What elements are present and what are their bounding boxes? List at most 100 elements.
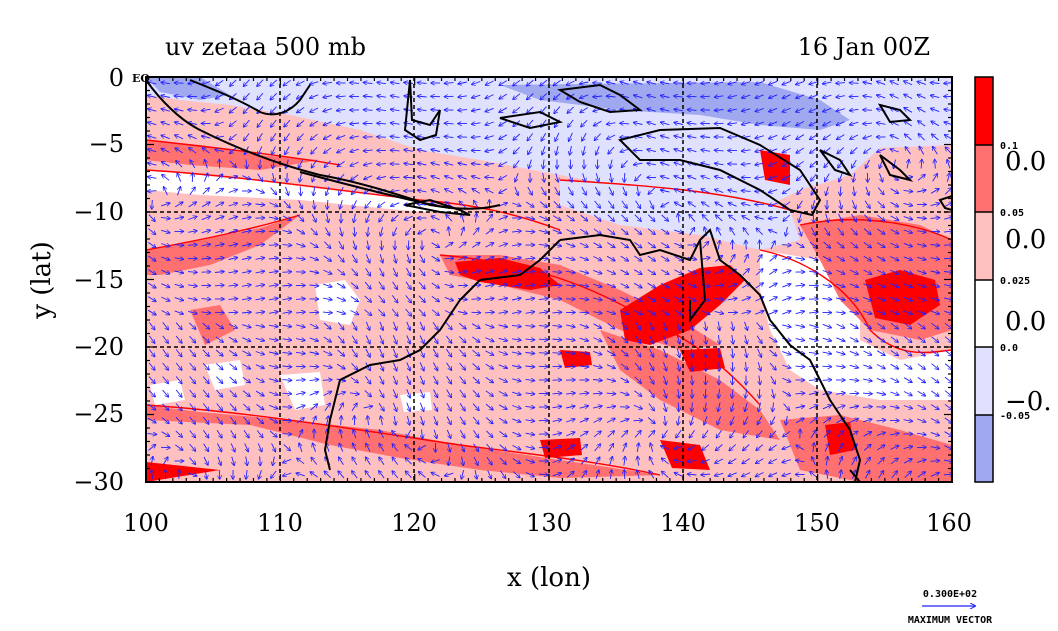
wind-vector — [930, 245, 940, 246]
x-tick-label: 110 — [257, 509, 303, 537]
wind-vector — [393, 227, 398, 235]
wind-vector — [458, 110, 468, 111]
wind-vector — [513, 133, 521, 140]
wind-vector — [810, 147, 818, 153]
wind-vector — [567, 80, 575, 85]
wind-vector — [202, 95, 211, 97]
wind-vector — [296, 244, 305, 247]
wind-vector — [340, 227, 342, 236]
wind-vector — [715, 82, 724, 84]
wind-vector — [837, 227, 844, 235]
wind-vector — [499, 107, 508, 113]
wind-vector — [255, 244, 265, 245]
wind-vector — [310, 82, 319, 85]
wind-vector — [340, 200, 343, 209]
wind-vector — [647, 228, 655, 235]
wind-vector — [877, 187, 884, 195]
wind-vector — [593, 214, 601, 221]
wind-vector — [148, 95, 157, 97]
wind-vector — [782, 258, 791, 260]
wind-vector — [230, 93, 237, 100]
wind-vector — [904, 108, 913, 113]
wind-vector — [313, 199, 314, 209]
wind-vector — [783, 134, 791, 139]
wind-vector — [661, 149, 670, 152]
wind-vector — [809, 107, 818, 112]
wind-vector — [715, 202, 724, 208]
wind-vector — [903, 229, 912, 233]
x-tick-label: 160 — [926, 509, 972, 537]
wind-vector — [175, 109, 184, 111]
wind-vector — [769, 203, 778, 205]
wind-vector — [311, 160, 317, 167]
wind-vector — [323, 121, 332, 126]
wind-vector — [419, 254, 424, 263]
wind-vector — [297, 120, 305, 127]
wind-vector — [284, 133, 291, 140]
wind-vector — [635, 200, 641, 209]
wind-vector — [323, 82, 333, 83]
wind-vector — [162, 175, 170, 181]
wind-vector — [660, 242, 669, 248]
wind-vector — [499, 80, 508, 86]
wind-vector — [202, 80, 211, 84]
wind-vector — [188, 135, 197, 140]
wind-vector — [244, 79, 250, 87]
wind-vector — [270, 92, 278, 99]
wind-vector — [230, 106, 237, 113]
wind-vector — [309, 366, 319, 367]
wind-vector — [215, 150, 224, 152]
wind-vector — [391, 202, 400, 206]
wind-vector — [391, 123, 400, 124]
wind-vector — [701, 176, 710, 180]
wind-vector — [921, 160, 922, 169]
wind-vector — [715, 189, 724, 194]
wind-vector — [244, 119, 250, 127]
wind-vector — [188, 231, 197, 233]
wind-vector — [258, 132, 263, 141]
wind-vector — [635, 173, 642, 181]
wind-vector — [525, 258, 535, 259]
wind-vector — [174, 202, 183, 208]
wind-vector — [796, 107, 805, 112]
wind-vector — [607, 82, 616, 84]
wind-vector — [472, 81, 481, 85]
wind-vector — [472, 137, 481, 138]
colorbar-swatch — [975, 280, 993, 347]
y-tick-label: −5 — [89, 130, 124, 158]
wind-vector — [701, 137, 711, 138]
y-tick-label: 0 — [109, 64, 124, 92]
wind-vector — [418, 150, 427, 152]
wind-vector — [325, 227, 329, 236]
wind-vector — [647, 214, 654, 221]
wind-vector — [701, 189, 710, 194]
wind-vector — [445, 243, 452, 248]
wind-vector — [472, 176, 481, 179]
map-title: uv zetaa 500 mb — [165, 33, 366, 61]
wind-vector — [543, 173, 545, 182]
y-tick-label: −25 — [73, 400, 124, 428]
wind-vector — [190, 160, 196, 169]
wind-vector — [836, 109, 845, 112]
wind-vector — [904, 121, 912, 127]
wind-vector — [837, 134, 845, 140]
wind-vector — [485, 177, 495, 178]
wind-vector — [917, 175, 925, 181]
wind-vector — [647, 136, 656, 138]
wind-vector — [755, 122, 764, 125]
wind-vector — [391, 136, 400, 137]
wind-vector — [647, 242, 655, 247]
wind-vector — [499, 120, 508, 126]
wind-vector — [472, 95, 481, 98]
wind-vector — [822, 255, 831, 260]
wind-vector — [622, 186, 626, 195]
wind-vector — [527, 93, 534, 100]
wind-vector — [863, 136, 872, 139]
wind-vector — [431, 255, 440, 261]
wind-vector — [607, 228, 615, 235]
wind-vector — [660, 255, 669, 261]
wind-vector — [350, 161, 359, 166]
wind-vector — [903, 203, 913, 205]
wind-vector — [769, 80, 778, 84]
wind-vector — [310, 94, 319, 98]
